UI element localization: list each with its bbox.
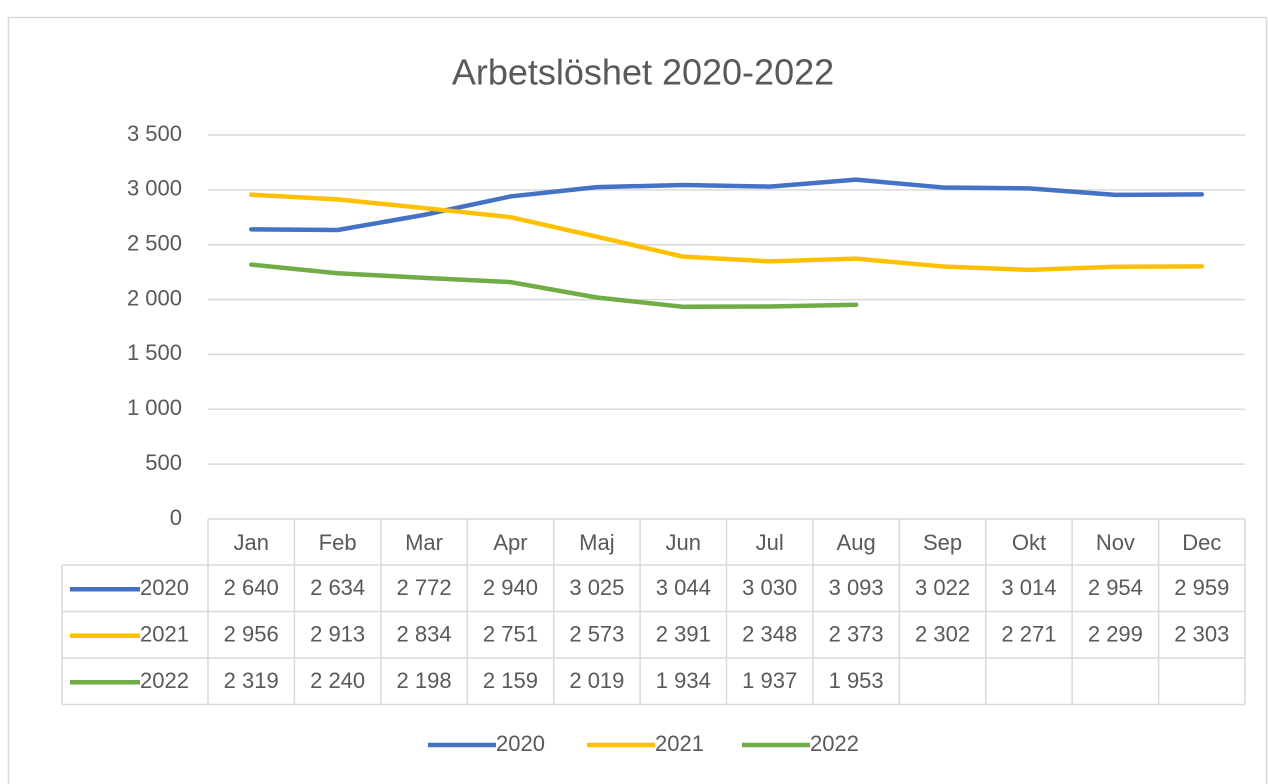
data-label: 2 391 [656,622,711,647]
legend-label: 2020 [496,731,545,756]
data-label: 2 940 [483,575,538,600]
data-label: 3 014 [1001,575,1056,600]
data-label: 2 751 [483,622,538,647]
data-label: 2 302 [915,622,970,647]
data-label: 2 956 [224,622,279,647]
data-label: 2 913 [310,622,365,647]
data-label: 1 953 [829,668,884,693]
data-label: 2 373 [829,622,884,647]
y-tick-label: 3 500 [127,121,182,146]
x-tick-label: Feb [319,530,357,555]
table-series-name: 2022 [140,668,189,693]
y-tick-label: 2 000 [127,285,182,310]
x-tick-label: Apr [493,530,527,555]
x-tick-label: Jan [233,530,268,555]
data-label: 2 198 [397,668,452,693]
x-tick-label: Sep [923,530,962,555]
data-label: 2 299 [1088,622,1143,647]
y-tick-label: 500 [145,450,182,475]
x-tick-label: Dec [1182,530,1221,555]
x-tick-label: Maj [579,530,614,555]
table-series-name: 2021 [140,622,189,647]
data-label: 1 937 [742,668,797,693]
data-label: 2 640 [224,575,279,600]
chart-title: Arbetslöshet 2020-2022 [452,52,834,93]
y-tick-label: 1 500 [127,340,182,365]
legend-label: 2021 [655,731,704,756]
data-label: 2 634 [310,575,365,600]
data-label: 2 954 [1088,575,1143,600]
data-label: 3 025 [569,575,624,600]
y-tick-label: 0 [170,505,182,530]
data-label: 2 271 [1001,622,1056,647]
x-tick-label: Mar [405,530,443,555]
data-label: 2 159 [483,668,538,693]
data-label: 2 348 [742,622,797,647]
data-label: 3 093 [829,575,884,600]
data-label: 3 044 [656,575,711,600]
series-line [248,177,1205,233]
data-label: 2 240 [310,668,365,693]
data-label: 2 959 [1174,575,1229,600]
data-label: 2 303 [1174,622,1229,647]
data-label: 2 573 [569,622,624,647]
data-label: 3 022 [915,575,970,600]
data-label: 1 934 [656,668,711,693]
x-tick-label: Jul [756,530,784,555]
data-label: 2 772 [397,575,452,600]
x-tick-label: Okt [1012,530,1046,555]
series-line [248,192,1205,273]
table-series-name: 2020 [140,575,189,600]
y-tick-label: 2 500 [127,231,182,256]
y-tick-label: 3 000 [127,176,182,201]
chart-border [7,16,1268,784]
data-label: 2 319 [224,668,279,693]
data-label: 3 030 [742,575,797,600]
legend-label: 2022 [810,731,859,756]
y-tick-label: 1 000 [127,395,182,420]
data-label: 2 019 [569,668,624,693]
x-tick-label: Aug [837,530,876,555]
x-tick-label: Jun [666,530,701,555]
data-label: 2 834 [397,622,452,647]
series-line [248,262,859,310]
x-tick-label: Nov [1096,530,1135,555]
